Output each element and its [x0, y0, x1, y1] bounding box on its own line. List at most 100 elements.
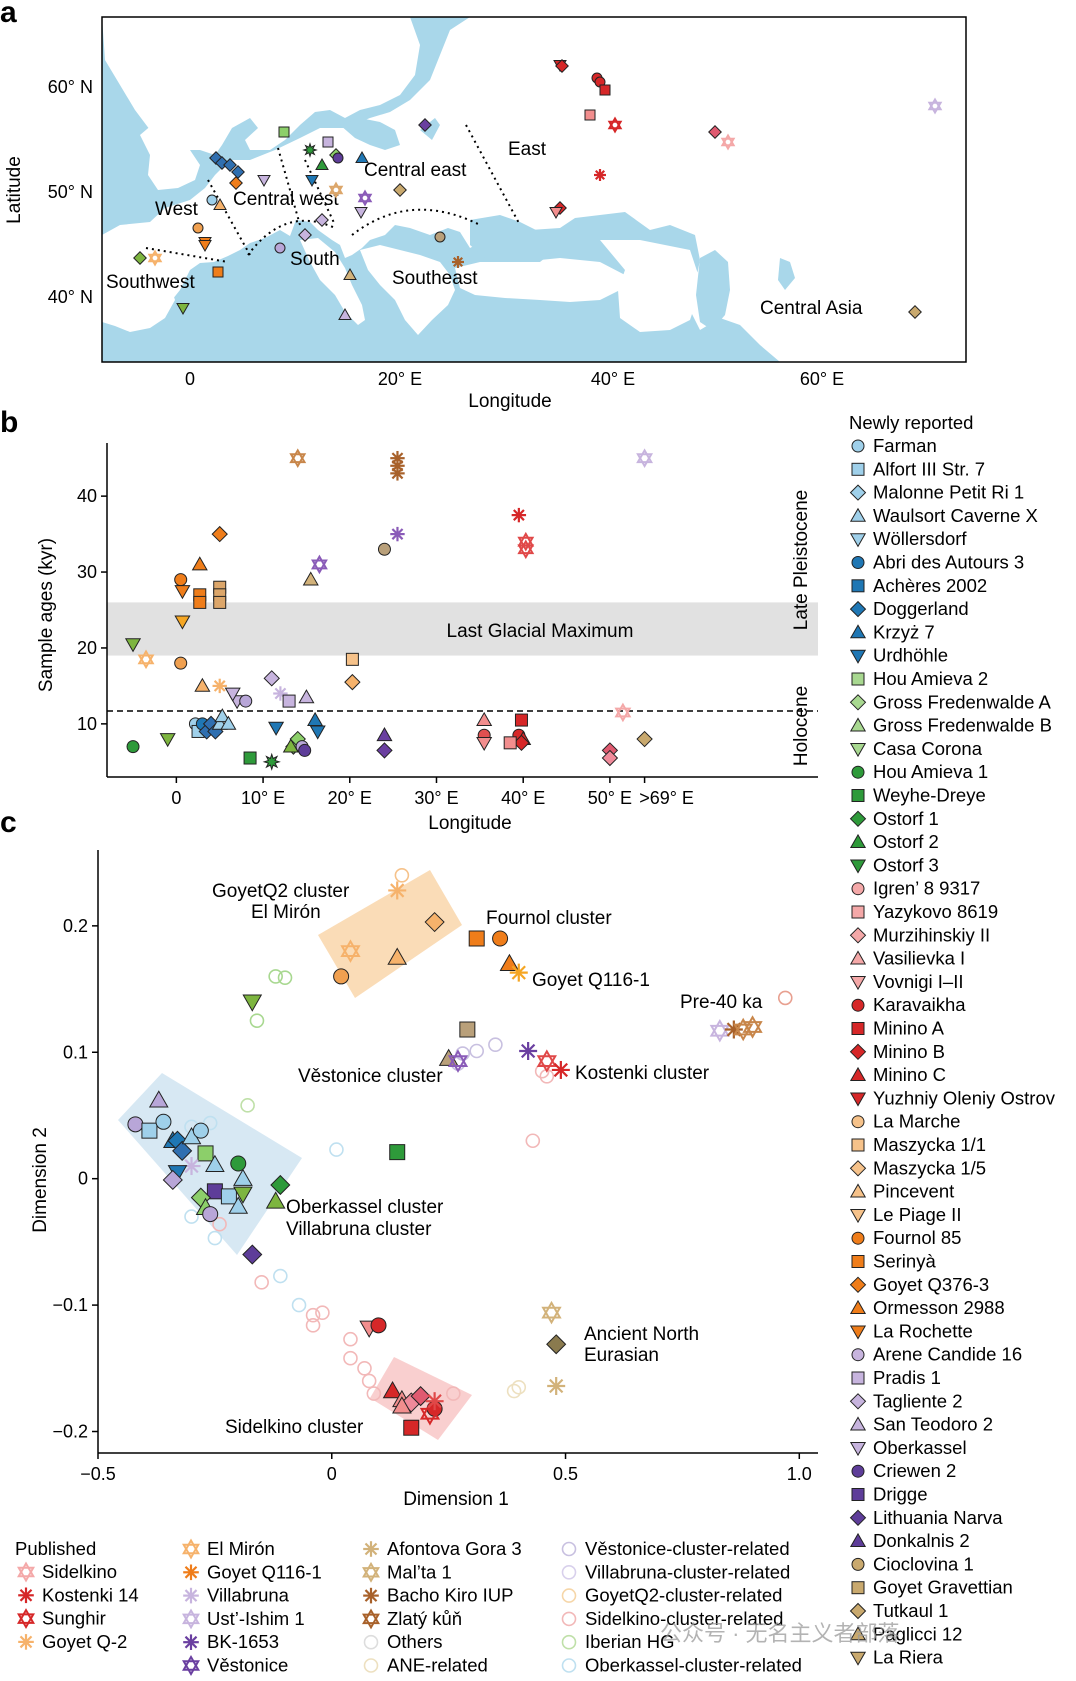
- map-site-marker: [274, 242, 286, 254]
- b-ticks: 0 10° E 20° E 30° E 40° E 50° E >69° E 10 20 30 40: [77, 486, 694, 808]
- legend-marker: [851, 998, 865, 1012]
- c-point: [127, 1116, 144, 1133]
- legend-label: BK-1653: [207, 1631, 279, 1652]
- c-point: [205, 1154, 225, 1173]
- c-point: [172, 1140, 193, 1161]
- c-point: [182, 1157, 201, 1176]
- legend-label: Lithuania Narva: [873, 1507, 1003, 1528]
- legend-label: Ormesson 2988: [873, 1297, 1005, 1318]
- legend-marker: [849, 833, 867, 848]
- c-point: [228, 1196, 249, 1214]
- region-label-central-asia: Central Asia: [760, 298, 863, 319]
- legend-marker: [561, 1658, 577, 1673]
- legend-label: Goyet Q-2: [42, 1631, 127, 1652]
- legend-marker: [181, 1655, 201, 1676]
- map-site-marker: [223, 158, 237, 172]
- b-point: [514, 713, 528, 727]
- c-other-point: [777, 990, 793, 1006]
- legend-marker: [363, 1658, 379, 1673]
- c-other-point: [207, 1230, 223, 1246]
- legend-label: Věstonice-cluster-related: [585, 1538, 790, 1559]
- map-xtick-40: 40° E: [591, 369, 635, 389]
- b-point: [302, 571, 319, 586]
- legend-marker: [849, 1209, 867, 1224]
- legend-label: Ostorf 3: [873, 854, 939, 875]
- legend-label: Gross Fredenwalde B: [873, 715, 1052, 736]
- legend-label: Yazykovo 8619: [873, 901, 998, 922]
- legend-label: Afontova Gora 3: [387, 1538, 522, 1559]
- b-point: [193, 595, 207, 609]
- b-point: [636, 448, 654, 468]
- c-ytick-label: 0.2: [63, 916, 88, 936]
- map-site-marker: [305, 175, 319, 188]
- legend-marker: [849, 600, 867, 618]
- b-xtick-label: 0: [171, 788, 181, 808]
- map-site-marker: [708, 125, 722, 139]
- watermark: 公众号 · 无名主义者部落: [660, 1621, 900, 1646]
- legend-label: Le Piage II: [873, 1204, 961, 1225]
- b-point: [213, 595, 227, 609]
- legend-label: Malonne Petit Ri 1: [873, 482, 1024, 503]
- legend-label: Zlatý kůň: [387, 1608, 462, 1629]
- label-ancient-north: Ancient North: [584, 1324, 699, 1345]
- b-point: [239, 694, 253, 708]
- legend-marker: [851, 765, 865, 779]
- legend-marker: [849, 624, 867, 639]
- legend-marker: [851, 1138, 865, 1152]
- legend-label: ANE-related: [387, 1655, 488, 1676]
- legend-marker: [361, 1608, 381, 1630]
- legend-marker: [849, 950, 867, 965]
- c-point: [392, 1396, 412, 1414]
- c-point: [192, 1122, 209, 1139]
- b-ytick-label: 30: [77, 562, 97, 582]
- label-kostenki-cluster: Kostenki cluster: [575, 1063, 710, 1084]
- c-point: [233, 1186, 253, 1204]
- c-xtick-label: −0.5: [80, 1464, 116, 1484]
- label-goyet-q116: Goyet Q116-1: [532, 970, 650, 991]
- map-panel: West Central west Central east East Sout…: [4, 16, 967, 412]
- map-site-marker: [198, 240, 212, 253]
- legend-marker: [361, 1561, 381, 1583]
- legend-marker: [851, 1231, 865, 1245]
- legend-marker: [849, 1602, 867, 1620]
- holocene-label: Holocene: [791, 686, 812, 766]
- b-point: [345, 652, 359, 666]
- region-label-east: East: [508, 139, 547, 160]
- legend-label: Pincevent: [873, 1181, 954, 1202]
- b-point: [159, 733, 176, 748]
- legend-marker: [561, 1588, 577, 1603]
- b-xtick-label: 20° E: [328, 788, 372, 808]
- label-oberkassel-cluster: Oberkassel cluster: [286, 1197, 444, 1218]
- b-point: [124, 638, 142, 653]
- c-point: [447, 1049, 469, 1073]
- map-xlabel: Longitude: [468, 391, 551, 412]
- c-other-point: [366, 1386, 382, 1401]
- map-site-marker: [229, 176, 243, 190]
- legend-label: Achères 2002: [873, 575, 987, 596]
- b-point: [262, 752, 281, 771]
- c-point: [551, 1060, 570, 1079]
- c-other-point: [184, 1209, 199, 1224]
- legend-marker: [849, 533, 867, 548]
- map-site-marker: [328, 181, 344, 199]
- legend-label: Criewen 2: [873, 1460, 956, 1481]
- b-ytick-label: 20: [77, 638, 97, 658]
- label-sidelkino-cluster: Sidelkino cluster: [225, 1417, 364, 1438]
- legend-label: San Teodoro 2: [873, 1414, 993, 1435]
- lgm-label: Last Glacial Maximum: [447, 621, 634, 642]
- label-vestonice-cluster: Věstonice cluster: [298, 1066, 443, 1087]
- map-site-marker: [599, 84, 611, 96]
- region-label-central-west: Central west: [233, 189, 339, 210]
- b-point: [191, 556, 208, 571]
- c-point: [403, 1419, 420, 1436]
- legend-marker: [849, 507, 867, 522]
- c-point: [419, 1402, 441, 1426]
- label-el-miron: El Mirón: [251, 902, 321, 923]
- map-xtick-60: 60° E: [800, 369, 844, 389]
- b-point: [307, 711, 324, 726]
- b-point: [174, 585, 191, 600]
- lgm-band: [107, 602, 818, 656]
- legend-marker: [849, 694, 867, 711]
- legend-marker: [849, 810, 867, 828]
